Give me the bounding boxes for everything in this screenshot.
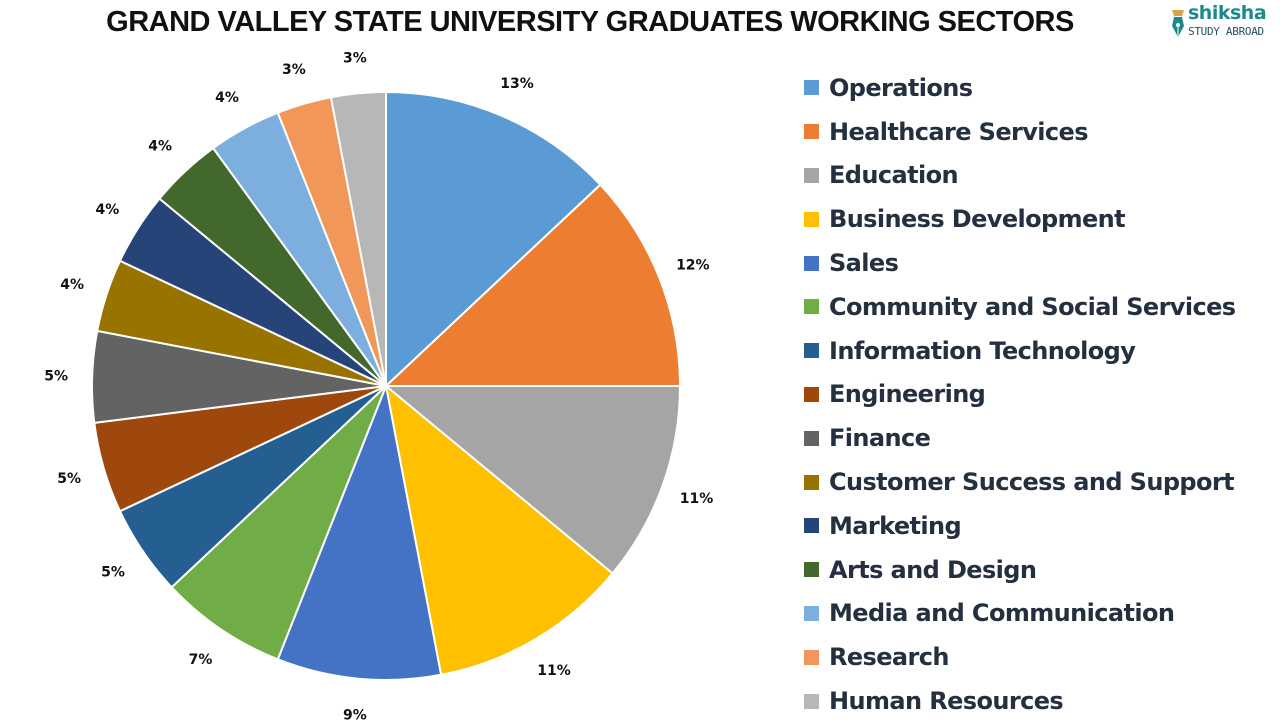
legend-item: Healthcare Services xyxy=(804,110,1235,154)
legend-item: Marketing xyxy=(804,504,1235,548)
legend-swatch xyxy=(804,605,819,621)
legend-label: Human Resources xyxy=(829,687,1064,716)
legend-item: Business Development xyxy=(804,197,1235,241)
logo-subtitle-text: STUDY ABROAD xyxy=(1188,25,1264,38)
legend-swatch xyxy=(804,80,819,96)
legend-swatch xyxy=(804,562,819,578)
legend-item: Customer Success and Support xyxy=(804,460,1235,504)
pie-slice xyxy=(170,385,387,661)
legend-item: Operations xyxy=(804,66,1235,110)
legend-label: Finance xyxy=(829,424,931,453)
slice-label: 4% xyxy=(148,138,172,154)
shiksha-logo: shiksha STUDY ABROAD xyxy=(1166,2,1276,44)
legend-swatch xyxy=(804,649,819,665)
legend-swatch xyxy=(804,518,819,534)
legend-label: Marketing xyxy=(829,511,962,540)
legend-label: Sales xyxy=(829,249,899,278)
legend-label: Customer Success and Support xyxy=(829,468,1235,497)
slice-label: 9% xyxy=(343,708,367,720)
slice-label: 4% xyxy=(215,90,239,106)
slice-label: 3% xyxy=(343,50,367,66)
legend-swatch xyxy=(804,167,819,183)
pie-slice xyxy=(384,383,614,676)
legend-item: Finance xyxy=(804,416,1235,460)
slice-label: 5% xyxy=(57,471,81,487)
legend-label: Engineering xyxy=(829,380,986,409)
chart-title: GRAND VALLEY STATE UNIVERSITY GRADUATES … xyxy=(106,6,1074,38)
legend-label: Community and Social Services xyxy=(829,292,1236,321)
legend-label: Media and Communication xyxy=(829,599,1175,628)
legend-item: Sales xyxy=(804,241,1235,285)
slice-label: 11% xyxy=(537,663,571,679)
pie-slice xyxy=(383,385,682,575)
legend-swatch xyxy=(804,211,819,227)
pen-nib-icon xyxy=(1172,10,1184,37)
slice-label: 4% xyxy=(95,202,119,218)
legend-swatch xyxy=(804,430,819,446)
legend-item: Information Technology xyxy=(804,329,1235,373)
legend-label: Arts and Design xyxy=(829,555,1037,584)
legend-swatch xyxy=(804,124,819,140)
legend-item: Education xyxy=(804,154,1235,198)
pie-slice xyxy=(385,90,602,389)
legend-swatch xyxy=(804,693,819,709)
legend-swatch xyxy=(804,299,819,315)
legend-item: Research xyxy=(804,635,1235,679)
pie-slice xyxy=(329,90,387,387)
slice-label: 11% xyxy=(680,491,714,507)
legend-swatch xyxy=(804,255,819,271)
legend-item: Media and Communication xyxy=(804,592,1235,636)
legend-label: Research xyxy=(829,643,949,672)
legend-label: Information Technology xyxy=(829,336,1136,365)
legend-swatch xyxy=(804,343,819,359)
legend-item: Community and Social Services xyxy=(804,285,1236,329)
slice-label: 3% xyxy=(282,62,306,78)
slice-label: 4% xyxy=(60,277,84,293)
pie-slice xyxy=(383,183,682,387)
legend-item: Human Resources xyxy=(804,679,1235,723)
legend-label: Education xyxy=(829,161,959,190)
legend-swatch xyxy=(804,386,819,402)
logo-brand-text: shiksha xyxy=(1188,2,1267,24)
slice-label: 13% xyxy=(500,76,534,92)
chart-legend: Operations Healthcare Services Education… xyxy=(804,66,1236,723)
pie-slice xyxy=(276,382,443,681)
legend-label: Business Development xyxy=(829,205,1126,234)
slice-label: 7% xyxy=(189,652,213,668)
slice-label: 5% xyxy=(44,369,68,385)
slice-label: 5% xyxy=(101,564,125,580)
legend-item: Engineering xyxy=(804,373,1235,417)
legend-label: Healthcare Services xyxy=(829,117,1089,146)
slice-label: 12% xyxy=(676,258,710,274)
legend-item: Arts and Design xyxy=(804,548,1235,592)
legend-label: Operations xyxy=(829,73,973,102)
pie-chart: 13% 12% 11% 11% 9% 7% 5% 5% 5% 4% 4% 4% 4% 3% 3% xyxy=(44,50,714,720)
legend-swatch xyxy=(804,474,819,490)
